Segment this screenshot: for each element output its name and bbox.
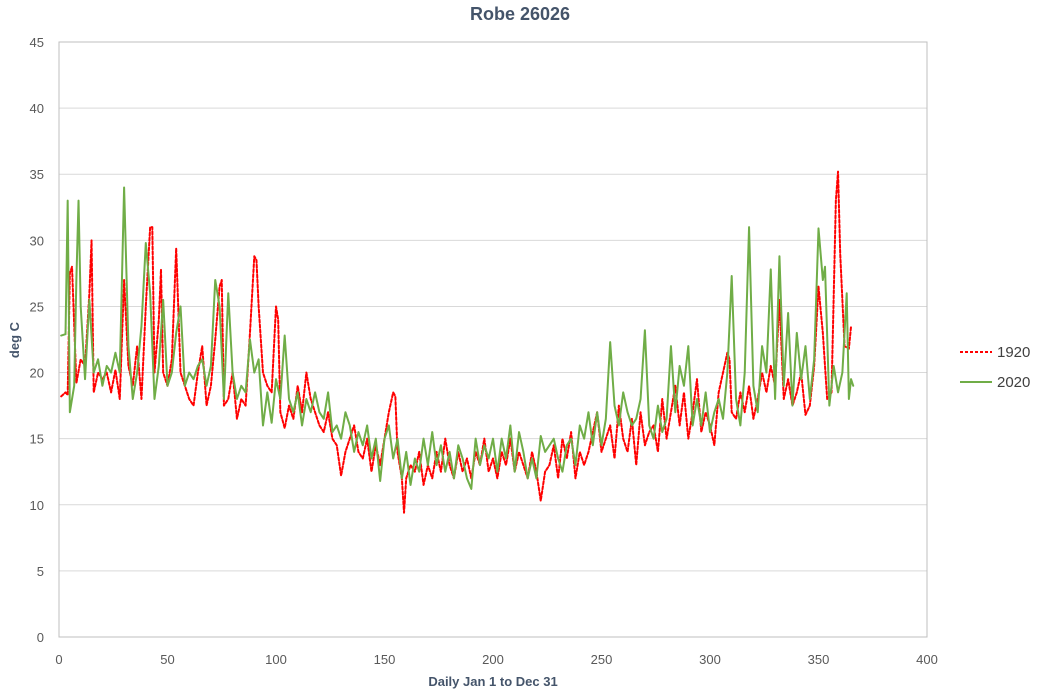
- y-tick-label: 30: [30, 233, 44, 248]
- legend-label-1920: 1920: [997, 344, 1030, 361]
- x-tick-label: 250: [591, 652, 613, 667]
- y-tick-label: 40: [30, 101, 44, 116]
- y-tick-label: 0: [37, 630, 44, 645]
- x-tick-label: 200: [482, 652, 504, 667]
- x-axis-title: Daily Jan 1 to Dec 31: [428, 674, 557, 689]
- y-tick-label: 25: [30, 299, 44, 314]
- x-tick-label: 150: [374, 652, 396, 667]
- y-tick-label: 20: [30, 366, 44, 381]
- legend-label-2020: 2020: [997, 374, 1030, 391]
- series-lines: [60, 170, 855, 514]
- y-tick-label: 10: [30, 498, 44, 513]
- y-tick-label: 35: [30, 167, 44, 182]
- y-tick-label: 5: [37, 564, 44, 579]
- x-tick-label: 300: [699, 652, 721, 667]
- y-axis-ticks: 0 5 10 15 20 25 30 35 40 45: [30, 35, 44, 645]
- x-tick-label: 100: [265, 652, 287, 667]
- y-tick-label: 45: [30, 35, 44, 50]
- series-line-2020: [60, 186, 855, 490]
- legend: 1920 2020: [960, 344, 1030, 391]
- x-tick-label: 0: [55, 652, 62, 667]
- x-tick-label: 50: [160, 652, 174, 667]
- x-axis-ticks: 0 50 100 150 200 250 300 350 400: [55, 652, 937, 667]
- x-tick-label: 400: [916, 652, 938, 667]
- plot-area-border: [58, 41, 928, 638]
- chart-title: Robe 26026: [470, 4, 570, 24]
- x-tick-label: 350: [808, 652, 830, 667]
- y-axis-title: deg C: [7, 321, 22, 358]
- y-tick-label: 15: [30, 432, 44, 447]
- series-line-1920: [60, 170, 853, 514]
